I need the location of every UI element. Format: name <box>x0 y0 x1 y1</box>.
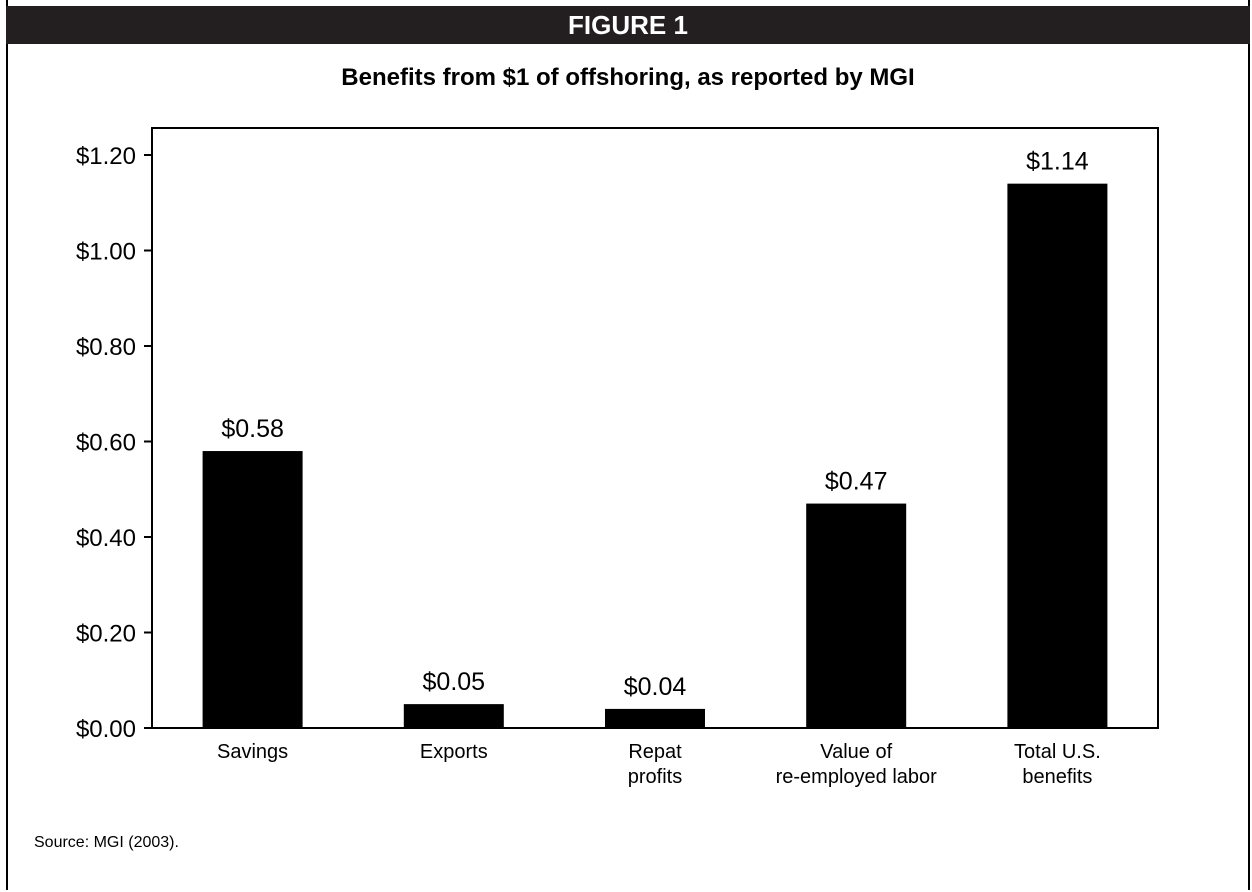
data-label: $0.58 <box>221 415 284 443</box>
x-tick-label: benefits <box>1022 766 1092 788</box>
plot-area <box>151 127 1159 729</box>
figure-header: FIGURE 1 <box>6 6 1250 44</box>
data-label: $0.05 <box>423 668 486 696</box>
chart-title: Benefits from $1 of offshoring, as repor… <box>341 64 915 91</box>
y-tick-label: $0.40 <box>76 525 136 552</box>
y-tick-label: $0.60 <box>76 430 136 457</box>
x-tick-label: Value of <box>820 741 892 763</box>
y-tick-label: $1.00 <box>76 239 136 266</box>
bar <box>202 451 303 728</box>
y-tick-label: $0.00 <box>76 716 136 743</box>
y-tick-label: $0.20 <box>76 621 136 648</box>
bar <box>1007 183 1108 728</box>
x-tick-label: Savings <box>217 741 288 763</box>
y-tick-label: $1.20 <box>76 143 136 170</box>
figure-frame <box>6 0 1250 890</box>
bar <box>806 503 907 728</box>
bar <box>403 704 504 728</box>
y-tick-label: $0.80 <box>76 334 136 361</box>
source-note: Source: MGI (2003). <box>34 834 179 851</box>
x-tick-label: Exports <box>420 741 488 763</box>
data-label: $1.14 <box>1026 148 1089 176</box>
x-tick-label: Repat <box>628 741 682 763</box>
data-label: $0.47 <box>825 468 888 496</box>
bar <box>605 708 705 728</box>
data-label: $0.04 <box>624 673 687 701</box>
x-tick-label: Total U.S. <box>1014 741 1101 763</box>
x-tick-label: re-employed labor <box>776 766 938 788</box>
x-tick-label: profits <box>628 766 682 788</box>
